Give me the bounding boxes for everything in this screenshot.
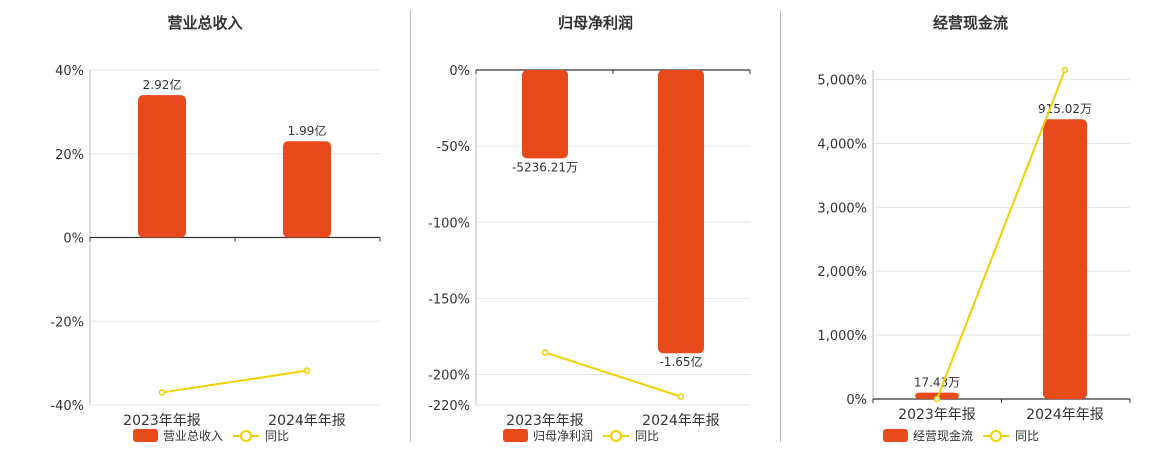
divider [780,10,781,442]
legend-label: 经营现金流 [913,428,973,443]
divider [410,10,411,442]
chart-title: 经营现金流 [932,14,1008,32]
panel-revenue: 营业总收入 40% 20% 0% -20% -40% 2.92亿 2023年年报 1.99亿 2… [0,0,410,450]
bar [283,141,331,238]
y-tick-label: -40% [50,399,84,414]
bar-data-label: -1.65亿 [659,354,702,369]
bar-data-label: 17.43万 [914,376,960,390]
y-tick-label: -100% [428,216,470,231]
y-tick-label: 3,000% [817,201,867,216]
legend-swatch-marker [990,430,1002,442]
yoy-line [544,351,682,398]
panel-cash-flow: 经营现金流 5,000% 4,000% 3,000% 2,000% 1,000% 0% 17… [781,0,1160,450]
y-tick-label: 5,000% [817,74,867,89]
x-tick-label: 2023年年报 [506,413,584,429]
panel-net-profit: 归母净利润 0% -50% -100% -150% -200% -220% -5236.21… [411,0,780,450]
legend-swatch-marker [240,430,252,442]
y-tick-label: -20% [50,315,84,330]
yoy-line [936,69,1066,400]
yoy-point [158,389,166,396]
bar [1043,119,1087,399]
y-tick-label: -220% [428,399,470,414]
y-tick-label: -50% [436,140,470,155]
x-tick-label: 2024年年报 [642,413,720,429]
legend-label: 同比 [1015,429,1039,443]
y-tick-label: 0% [63,232,84,247]
x-tick-label: 2023年年报 [123,413,201,429]
y-tick-label: 1,000% [817,329,867,344]
y-tick-label: 40% [55,64,84,79]
y-tick-label: 0% [846,393,867,408]
yoy-point [541,349,549,356]
y-tick-label: -200% [428,369,470,384]
chart-cash-flow: 5,000% 4,000% 3,000% 2,000% 1,000% 0% 17.43万 20… [817,66,1131,443]
x-tick-label: 2023年年报 [898,407,976,423]
bar-data-label: 915.02万 [1038,102,1092,116]
bar-data-label: -5236.21万 [512,160,578,174]
bar-data-label: 2.92亿 [143,77,182,92]
chart-revenue: 40% 20% 0% -20% -40% 2.92亿 2023年年报 1.99亿 2024年年报… [50,64,381,443]
legend-label: 同比 [265,429,289,443]
legend-swatch-bar [883,429,908,442]
x-tick-label: 2024年年报 [268,413,346,429]
bar [522,70,568,159]
y-tick-label: 2,000% [817,265,867,280]
bar [658,70,704,354]
y-tick-label: -150% [428,292,470,307]
y-tick-label: 20% [55,148,84,163]
legend-swatch-marker [610,430,622,442]
legend-swatch-bar [133,429,158,442]
chart-net-profit: 0% -50% -100% -150% -200% -220% -5236.21万 2023年… [428,64,751,443]
chart-title: 营业总收入 [167,14,243,32]
yoy-point [303,367,311,374]
y-tick-label: 0% [449,64,470,79]
y-tick-label: 4,000% [817,137,867,152]
legend-swatch-bar [503,429,528,442]
bar [138,95,186,238]
yoy-point [1061,66,1069,74]
legend-label: 同比 [635,429,659,443]
legend-label: 营业总收入 [163,429,223,443]
chart-title: 归母净利润 [557,14,633,32]
yoy-line [161,369,308,394]
yoy-point [933,395,941,403]
yoy-point [677,393,685,400]
legend-label: 归母净利润 [533,429,593,443]
bar-data-label: 1.99亿 [288,123,327,138]
x-tick-label: 2024年年报 [1026,407,1104,423]
